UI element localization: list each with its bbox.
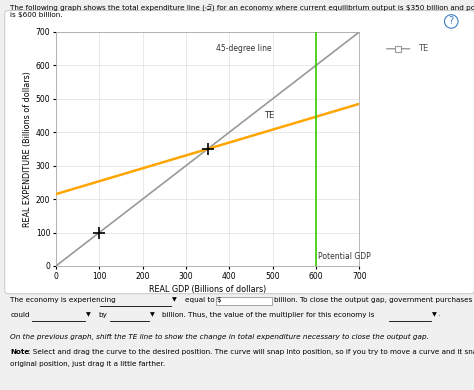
Text: ?: ?: [449, 16, 454, 27]
Text: ▼: ▼: [172, 297, 176, 302]
Text: ▼ .: ▼ .: [432, 312, 441, 317]
Text: by: by: [99, 312, 108, 318]
Text: Note: Note: [10, 349, 30, 355]
Text: : Select and drag the curve to the desired position. The curve will snap into po: : Select and drag the curve to the desir…: [28, 349, 474, 355]
Text: is $600 billion.: is $600 billion.: [10, 12, 63, 18]
FancyBboxPatch shape: [216, 297, 272, 305]
Y-axis label: REAL EXPENDITURE (Billions of dollars): REAL EXPENDITURE (Billions of dollars): [23, 71, 32, 227]
Text: billion. To close the output gap, government purchases: billion. To close the output gap, govern…: [274, 297, 473, 303]
Text: equal to $: equal to $: [185, 297, 221, 303]
Text: ▼: ▼: [150, 312, 155, 317]
Text: Potential GDP: Potential GDP: [318, 252, 371, 261]
Text: 45-degree line: 45-degree line: [216, 44, 272, 53]
Text: TE: TE: [418, 44, 428, 53]
Text: On the previous graph, shift the TE line to show the change in total expenditure: On the previous graph, shift the TE line…: [10, 333, 429, 340]
Text: billion. Thus, the value of the multiplier for this economy is: billion. Thus, the value of the multipli…: [162, 312, 374, 318]
X-axis label: REAL GDP (Billions of dollars): REAL GDP (Billions of dollars): [149, 285, 266, 294]
Text: ▼: ▼: [86, 312, 91, 317]
Text: TE: TE: [264, 111, 274, 120]
Text: The following graph shows the total expenditure line (ᴞ̅) for an economy where c: The following graph shows the total expe…: [10, 5, 474, 12]
Text: The economy is experiencing: The economy is experiencing: [10, 297, 116, 303]
Text: could: could: [10, 312, 30, 318]
Text: original position, just drag it a little farther.: original position, just drag it a little…: [10, 361, 165, 367]
FancyBboxPatch shape: [5, 11, 474, 294]
